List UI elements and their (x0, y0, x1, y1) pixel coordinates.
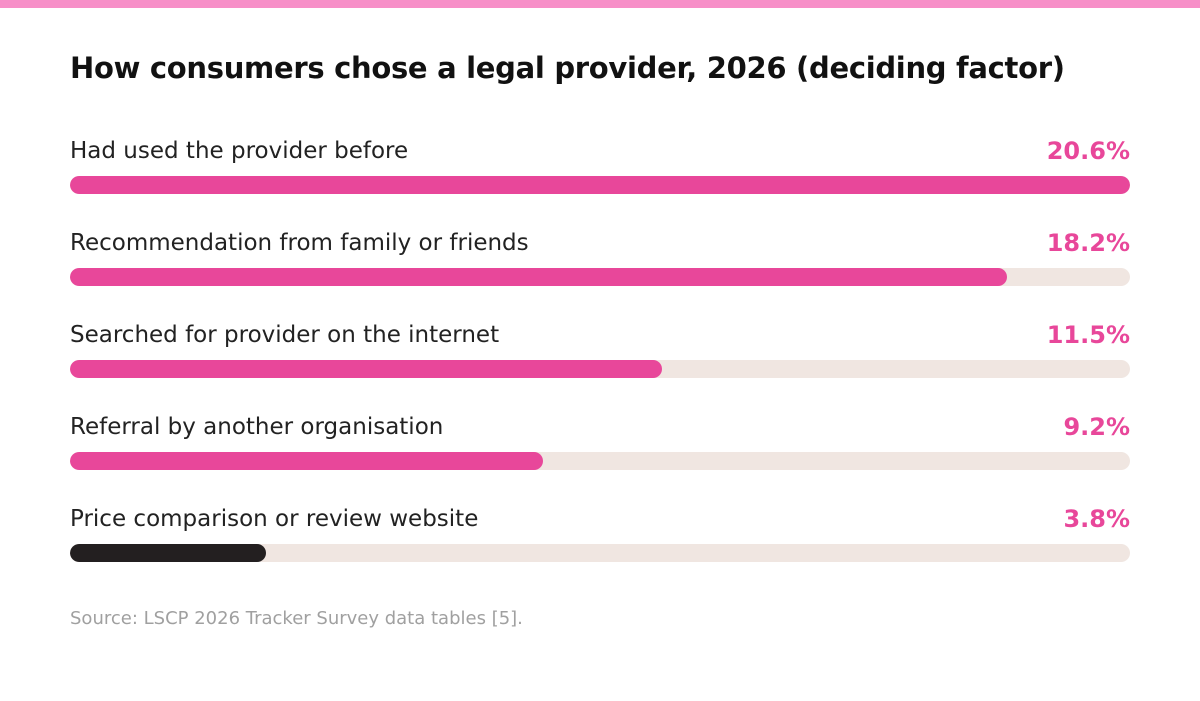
bar-fill (70, 268, 1007, 286)
bar-track (70, 176, 1130, 194)
bar-value-label: 3.8% (1063, 505, 1130, 533)
bar-category-label: Had used the provider before (70, 138, 409, 164)
bar-fill (70, 544, 266, 562)
bar-track (70, 360, 1130, 378)
bar-fill (70, 360, 662, 378)
bar-row: Referral by another organisation 9.2% (70, 408, 1130, 500)
bar-row: Price comparison or review website 3.8% (70, 500, 1130, 592)
bar-track (70, 268, 1130, 286)
bar-track (70, 452, 1130, 470)
bar-category-label: Recommendation from family or friends (70, 230, 529, 256)
bar-row: Searched for provider on the internet 11.… (70, 316, 1130, 408)
bar-fill (70, 452, 544, 470)
bar-value-label: 20.6% (1046, 137, 1130, 165)
bar-track (70, 544, 1130, 562)
bar-value-label: 18.2% (1046, 229, 1130, 257)
top-accent-stripe (0, 0, 1200, 8)
bar-category-label: Referral by another organisation (70, 414, 444, 440)
chart-title: How consumers chose a legal provider, 20… (70, 51, 1065, 85)
bar-category-label: Price comparison or review website (70, 506, 479, 532)
bar-row: Recommendation from family or friends 18.… (70, 224, 1130, 316)
bar-value-label: 9.2% (1063, 413, 1130, 441)
bar-category-label: Searched for provider on the internet (70, 322, 500, 348)
bar-fill (70, 176, 1130, 194)
bar-value-label: 11.5% (1046, 321, 1130, 349)
bar-row: Had used the provider before 20.6% (70, 132, 1130, 224)
source-note: Source: LSCP 2026 Tracker Survey data ta… (70, 608, 523, 629)
bar-rows: Had used the provider before 20.6% Recomme… (70, 132, 1130, 592)
